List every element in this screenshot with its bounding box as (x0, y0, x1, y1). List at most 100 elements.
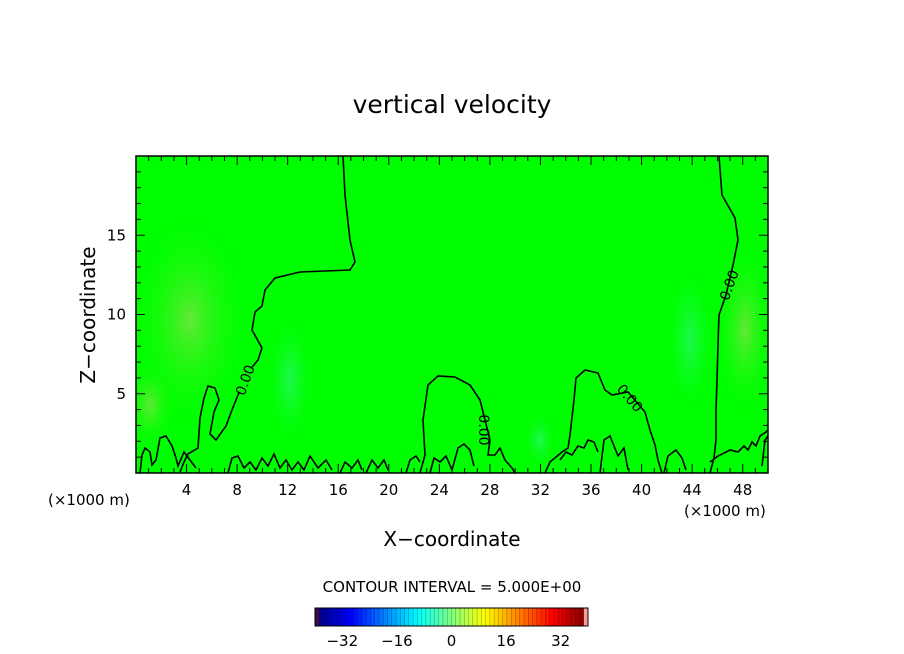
x-unit-right: (×1000 m) (684, 502, 766, 520)
colorbar-tick-label: 0 (447, 632, 457, 650)
contour-line (599, 434, 629, 473)
plot-area: 0.00 0.00 0.00 0.00 (135, 155, 769, 474)
colorbar-cell (524, 608, 529, 626)
colorbar-cell (383, 608, 388, 626)
colorbar-cell (515, 608, 521, 626)
x-tick-label: 44 (683, 481, 702, 499)
contour-label: 0.00 (475, 414, 491, 445)
contour-line (139, 435, 197, 473)
colorbar-cell (455, 608, 461, 626)
colorbar-cell (541, 608, 546, 626)
colorbar-cell (464, 608, 469, 626)
colorbar-cell (344, 608, 350, 626)
contour-line (544, 369, 663, 473)
contour-interval-text: CONTOUR INTERVAL = 5.000E+00 (323, 578, 582, 596)
colorbar-cell (511, 608, 516, 626)
y-tick-labels: 5 10 15 (107, 226, 126, 403)
colorbar-cell (562, 608, 567, 626)
colorbar-cell (481, 608, 486, 626)
axis-ticks (136, 156, 768, 473)
contour-line (339, 458, 363, 473)
colorbar-cell (327, 608, 333, 626)
colorbar-cell (489, 608, 495, 626)
colorbar-cell (336, 608, 341, 626)
x-tick-label: 32 (531, 481, 550, 499)
colorbar-cell (425, 608, 431, 626)
colorbar-cell (460, 608, 465, 626)
colorbar-cell (545, 608, 550, 626)
contour-line (709, 429, 768, 463)
colorbar-cell (570, 608, 576, 626)
x-axis-label: X−coordinate (383, 527, 520, 551)
y-axis-label: Z−coordinate (76, 246, 100, 383)
colorbar-cell (485, 608, 491, 626)
contour-line (227, 452, 333, 473)
colorbar-cell (579, 608, 585, 626)
x-tick-label: 8 (232, 481, 242, 499)
colorbar-cell (357, 608, 363, 626)
colorbar-cell (583, 608, 589, 626)
colorbar-cell (349, 608, 354, 626)
colorbar-cell (319, 608, 324, 626)
colorbar-cell (498, 608, 503, 626)
colorbar-cell (315, 608, 320, 626)
colorbar-cell (374, 608, 380, 626)
colorbar-cell (553, 608, 559, 626)
colorbar-cell (532, 608, 538, 626)
colorbar-cell (340, 608, 346, 626)
x-tick-label: 12 (278, 481, 297, 499)
colorbar-cell (494, 608, 499, 626)
colorbar-cell (472, 608, 478, 626)
y-tick-label: 10 (107, 306, 126, 324)
colorbar-cell (477, 608, 482, 626)
colorbar-cell (396, 608, 401, 626)
x-tick-label: 16 (329, 481, 348, 499)
colorbar-tick-label: 32 (551, 632, 570, 650)
colorbar-cell (519, 608, 525, 626)
colorbar-cell (566, 608, 572, 626)
colorbar-cell (370, 608, 376, 626)
colorbar-cell (391, 608, 397, 626)
x-tick-label: 20 (379, 481, 398, 499)
colorbar-cells (314, 608, 589, 626)
colorbar-tick-label: −16 (381, 632, 413, 650)
y-tick-label: 5 (116, 385, 126, 403)
colorbar-cell (442, 608, 448, 626)
colorbar-cell (468, 608, 474, 626)
colorbar-cell (438, 608, 444, 626)
contour-line (559, 439, 599, 461)
colorbar-cell (404, 608, 410, 626)
x-tick-label: 40 (632, 481, 651, 499)
colorbar-cell (400, 608, 405, 626)
colorbar-cell (378, 608, 384, 626)
colorbar-cell (549, 608, 555, 626)
colorbar-tick-label: 16 (497, 632, 516, 650)
colorbar-cell (430, 608, 435, 626)
colorbar-cell (451, 608, 457, 626)
x-tick-label: 48 (733, 481, 752, 499)
colorbar-cell (387, 608, 393, 626)
colorbar-cell (366, 608, 371, 626)
x-tick-label: 24 (430, 481, 449, 499)
colorbar-cell (502, 608, 508, 626)
x-tick-label: 36 (581, 481, 600, 499)
y-tick-label: 15 (107, 226, 126, 244)
contour-line (365, 458, 389, 473)
colorbar-cell (528, 608, 533, 626)
colorbar-cell (536, 608, 542, 626)
contour-line (709, 156, 739, 473)
colorbar-cell (353, 608, 358, 626)
colorbar-cell (332, 608, 337, 626)
colorbar-tick-labels: −32 −16 0 16 32 (326, 632, 570, 650)
colorbar-cell (413, 608, 418, 626)
colorbar-cell (408, 608, 414, 626)
field-shading (136, 210, 768, 470)
colorbar-cell (558, 608, 563, 626)
x-tick-label: 4 (182, 481, 192, 499)
colorbar-cell (417, 608, 422, 626)
x-tick-label: 28 (480, 481, 499, 499)
colorbar-cell (447, 608, 452, 626)
colorbar-cell (421, 608, 427, 626)
contour-line (419, 375, 516, 473)
